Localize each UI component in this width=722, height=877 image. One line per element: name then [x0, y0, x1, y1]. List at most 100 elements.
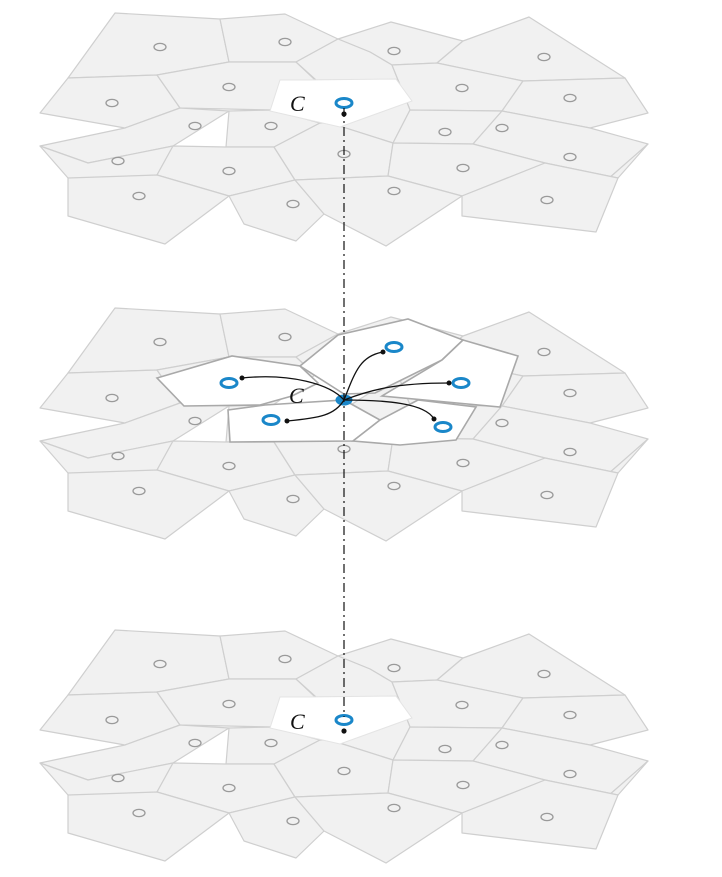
- top-layer-site-marker: [153, 42, 167, 52]
- middle-layer-link-endpoint-dot: [380, 349, 386, 355]
- top-layer-site-marker: [286, 199, 300, 209]
- middle-layer-voronoi-cell: [501, 372, 649, 424]
- middle-layer-voronoi-cell: [294, 470, 463, 542]
- bottom-layer-site-marker: [387, 663, 401, 673]
- bottom-layer-site-marker: [111, 773, 125, 783]
- bottom-layer-voronoi-cell: [501, 694, 649, 746]
- top-layer-site-marker: [222, 82, 236, 92]
- top-layer-site-marker: [111, 156, 125, 166]
- top-layer-site-marker: [537, 52, 551, 62]
- top-layer-center-cell: [269, 78, 413, 128]
- middle-layer-neighbor-cell: [350, 399, 478, 446]
- bottom-layer-site-marker: [153, 659, 167, 669]
- bottom-layer-voronoi-cell: [461, 779, 619, 850]
- bottom-layer-site-marker: [337, 766, 351, 776]
- bottom-layer-site-marker: [438, 744, 452, 754]
- middle-layer-site-marker: [278, 332, 292, 342]
- bottom-layer-site-marker: [495, 740, 509, 750]
- bottom-layer-site-marker: [563, 769, 577, 779]
- bottom-layer-site-marker: [286, 816, 300, 826]
- top-layer-site-marker: [540, 195, 554, 205]
- voronoi-layer-bottom: [39, 629, 649, 864]
- top-layer-site-marker: [456, 163, 470, 173]
- bottom-layer-site-marker: [537, 669, 551, 679]
- bottom-layer-site-marker: [456, 780, 470, 790]
- top-layer-voronoi-cell: [228, 179, 325, 242]
- middle-layer-site-marker: [153, 337, 167, 347]
- middle-layer-neighbor-site-icon: [451, 377, 471, 389]
- bottom-layer-site-marker: [278, 654, 292, 664]
- top-layer-voronoi-cell: [501, 77, 649, 129]
- middle-layer-site-marker: [540, 490, 554, 500]
- bottom-layer-voronoi-cell: [228, 796, 325, 859]
- top-layer-voronoi-cell: [294, 175, 463, 247]
- bottom-layer-site-marker: [105, 715, 119, 725]
- middle-layer-neighbor-site-icon: [261, 414, 281, 426]
- bottom-layer-site-marker: [132, 808, 146, 818]
- top-layer-site-marker: [105, 98, 119, 108]
- middle-layer-site-marker: [188, 416, 202, 426]
- top-layer-site-marker: [495, 123, 509, 133]
- middle-layer-site-marker: [286, 494, 300, 504]
- middle-layer-site-marker: [495, 418, 509, 428]
- bottom-layer-site-marker: [563, 710, 577, 720]
- top-layer-center-site-icon: [334, 97, 354, 109]
- middle-layer-neighbor-link: [343, 351, 384, 401]
- top-layer-site-marker: [387, 46, 401, 56]
- bottom-layer-center-cell: [269, 695, 413, 745]
- bottom-layer-site-marker: [222, 699, 236, 709]
- middle-layer-neighbor-site-icon: [433, 421, 453, 433]
- middle-layer-voronoi-cell: [67, 469, 230, 540]
- middle-layer-site-marker: [222, 461, 236, 471]
- bottom-layer-site-marker: [222, 783, 236, 793]
- top-layer-site-marker: [387, 186, 401, 196]
- top-layer-site-marker: [563, 93, 577, 103]
- bottom-layer-site-marker: [264, 738, 278, 748]
- middle-layer-voronoi-cell: [461, 457, 619, 528]
- top-layer-site-marker: [132, 191, 146, 201]
- middle-layer-site-marker: [563, 388, 577, 398]
- middle-layer-site-marker: [111, 451, 125, 461]
- middle-layer-neighbor-link: [286, 399, 345, 422]
- middle-layer-neighbor-link: [343, 399, 435, 420]
- middle-layer-link-endpoint-dot: [446, 380, 452, 386]
- bottom-layer-site-marker: [188, 738, 202, 748]
- middle-layer-link-endpoint-dot: [284, 418, 290, 424]
- middle-layer-site-marker: [387, 481, 401, 491]
- top-layer-site-marker: [563, 152, 577, 162]
- middle-layer-neighbor-cell: [379, 339, 520, 408]
- top-layer-site-marker: [222, 166, 236, 176]
- top-layer-site-marker: [264, 121, 278, 131]
- top-layer-site-marker: [455, 83, 469, 93]
- middle-layer-neighbor-link: [343, 382, 450, 401]
- top-layer-voronoi-cell: [461, 162, 619, 233]
- middle-layer-voronoi-cell: [228, 474, 325, 537]
- middle-layer-site-marker: [132, 486, 146, 496]
- center-label-bottom: C: [290, 709, 305, 734]
- middle-layer-neighbor-site-icon: [219, 377, 239, 389]
- bottom-layer-site-marker: [540, 812, 554, 822]
- voronoi-layer-middle: [39, 307, 649, 542]
- middle-layer-site-marker: [537, 347, 551, 357]
- middle-layer-link-endpoint-dot: [431, 416, 437, 422]
- bottom-layer-site-marker: [387, 803, 401, 813]
- bottom-layer-voronoi-cell: [294, 792, 463, 864]
- center-label-top: C: [290, 91, 305, 116]
- top-layer-site-marker: [438, 127, 452, 137]
- center-label-middle: C: [289, 383, 304, 408]
- middle-layer-link-endpoint-dot: [239, 375, 245, 381]
- middle-layer-neighbor-link: [241, 376, 345, 401]
- middle-layer-neighbor-site-icon: [384, 341, 404, 353]
- bottom-layer-voronoi-cell: [67, 791, 230, 862]
- middle-layer-site-marker: [105, 393, 119, 403]
- top-layer-voronoi-cell: [67, 174, 230, 245]
- top-layer-site-marker: [188, 121, 202, 131]
- bottom-layer-center-site-icon: [334, 714, 354, 726]
- voronoi-layer-top: [39, 12, 649, 247]
- bottom-layer-center-anchor-dot: [341, 728, 347, 734]
- bottom-layer-site-marker: [455, 700, 469, 710]
- middle-layer-site-marker: [563, 447, 577, 457]
- top-layer-site-marker: [278, 37, 292, 47]
- middle-layer-site-marker: [456, 458, 470, 468]
